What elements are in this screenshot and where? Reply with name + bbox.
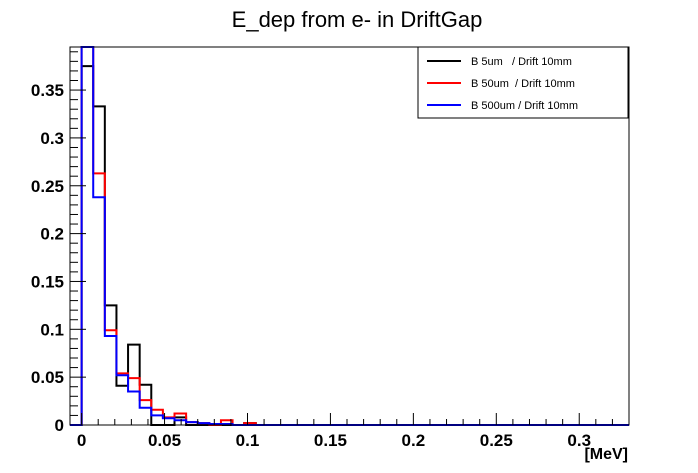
y-tick-label: 0.35 xyxy=(31,81,64,100)
y-tick-label: 0.2 xyxy=(40,225,64,244)
x-axis-label: [MeV] xyxy=(584,446,628,463)
y-tick-label: 0.15 xyxy=(31,272,64,291)
legend: B 5um / Drift 10mm B 50um / Drift 10mm B 5… xyxy=(417,46,629,119)
axis-tick-labels: 0 0.05 0.1 0.15 0.2 0.25 0.3 0.35 0 0.05 0.1 0.15 0.… xyxy=(31,81,591,450)
x-tick-label: 0 xyxy=(77,431,86,450)
y-tick-label: 0 xyxy=(55,416,64,435)
x-tick-label: 0.25 xyxy=(480,431,513,450)
y-tick-label: 0.3 xyxy=(40,129,64,148)
legend-label-0: B 5um / Drift 10mm xyxy=(471,56,572,68)
axis-ticks xyxy=(70,51,630,426)
x-tick-label: 0.05 xyxy=(148,431,181,450)
x-tick-label: 0.1 xyxy=(236,431,260,450)
chart-title: E_dep from e- in DriftGap xyxy=(232,7,483,32)
x-tick-label: 0.3 xyxy=(567,431,591,450)
y-tick-label: 0.05 xyxy=(31,368,64,387)
y-tick-label: 0.25 xyxy=(31,177,64,196)
y-tick-label: 0.1 xyxy=(40,320,64,339)
legend-label-1: B 50um / Drift 10mm xyxy=(471,78,575,90)
series-line-0 xyxy=(70,65,629,426)
plot-frame xyxy=(69,46,630,426)
legend-label-2: B 500um / Drift 10mm xyxy=(471,100,578,112)
x-tick-label: 0.15 xyxy=(314,431,347,450)
x-tick-label: 0.2 xyxy=(402,431,426,450)
